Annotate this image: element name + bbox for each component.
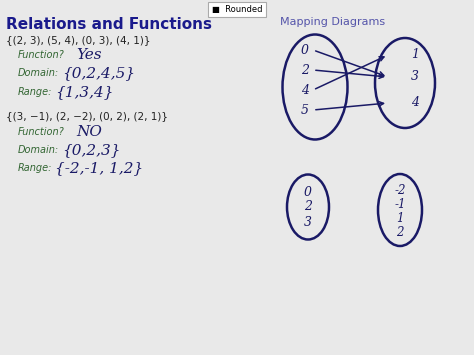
Text: -2: -2 <box>394 184 406 197</box>
Text: ■  Rounded: ■ Rounded <box>212 5 262 14</box>
Text: 1: 1 <box>396 212 404 224</box>
Text: Yes: Yes <box>76 48 101 62</box>
Text: {-2,-1, 1,2}: {-2,-1, 1,2} <box>55 161 143 175</box>
Text: Function?: Function? <box>18 50 65 60</box>
Text: Domain:: Domain: <box>18 145 59 155</box>
Text: 1: 1 <box>411 49 419 61</box>
Text: 3: 3 <box>304 215 312 229</box>
Text: 4: 4 <box>411 97 419 109</box>
Text: 0: 0 <box>304 186 312 198</box>
Text: Function?: Function? <box>18 127 65 137</box>
Text: 2: 2 <box>304 201 312 213</box>
Text: {1,3,4}: {1,3,4} <box>55 85 113 99</box>
Text: Mapping Diagrams: Mapping Diagrams <box>280 17 385 27</box>
Text: 0: 0 <box>301 44 309 56</box>
Text: 5: 5 <box>301 104 309 116</box>
Text: {0,2,3}: {0,2,3} <box>62 143 120 157</box>
Text: Domain:: Domain: <box>18 68 59 78</box>
Text: NO: NO <box>76 125 102 139</box>
Text: 2: 2 <box>396 226 404 240</box>
Text: 3: 3 <box>411 71 419 83</box>
Text: 2: 2 <box>301 64 309 76</box>
Text: Range:: Range: <box>18 87 52 97</box>
Text: {(2, 3), (5, 4), (0, 3), (4, 1)}: {(2, 3), (5, 4), (0, 3), (4, 1)} <box>6 35 151 45</box>
Text: {0,2,4,5}: {0,2,4,5} <box>62 66 135 80</box>
Text: Range:: Range: <box>18 163 52 173</box>
Text: Relations and Functions: Relations and Functions <box>6 17 212 32</box>
Text: 4: 4 <box>301 83 309 97</box>
Text: -1: -1 <box>394 197 406 211</box>
Text: {(3, −1), (2, −2), (0, 2), (2, 1)}: {(3, −1), (2, −2), (0, 2), (2, 1)} <box>6 111 168 121</box>
